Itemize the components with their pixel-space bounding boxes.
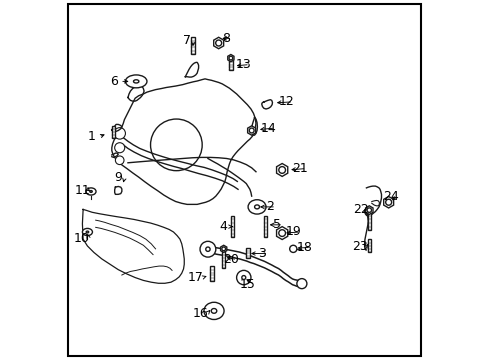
Text: 24: 24 [382,190,398,203]
Circle shape [249,128,254,133]
Bar [190,37,195,54]
Text: 10: 10 [74,231,90,244]
Text: 21: 21 [292,162,307,175]
Text: 5: 5 [272,218,280,231]
Circle shape [366,208,371,212]
Bar [367,212,370,230]
Text: 18: 18 [296,241,312,254]
Text: 11: 11 [74,184,90,197]
Ellipse shape [90,190,92,192]
Text: 6: 6 [109,75,117,88]
Bar [264,216,267,237]
Circle shape [222,247,225,251]
Text: 20: 20 [223,253,238,266]
Circle shape [278,230,285,237]
Ellipse shape [86,188,96,195]
Text: 1: 1 [88,130,96,144]
Circle shape [278,167,285,173]
Circle shape [289,245,296,252]
Circle shape [228,56,232,60]
Polygon shape [383,197,393,208]
Ellipse shape [241,275,245,279]
Polygon shape [220,245,226,252]
Ellipse shape [254,205,259,209]
Text: 2: 2 [265,201,273,213]
Text: 15: 15 [240,278,256,291]
Ellipse shape [133,80,139,83]
Ellipse shape [247,200,265,214]
Ellipse shape [236,270,250,285]
Circle shape [296,279,306,289]
Ellipse shape [82,228,92,235]
Text: 8: 8 [222,32,229,45]
Bar [210,266,213,281]
Circle shape [150,119,202,171]
Ellipse shape [203,302,224,319]
Text: 7: 7 [183,33,191,47]
Text: 16: 16 [192,307,208,320]
Bar [246,248,249,258]
Polygon shape [213,37,223,49]
Ellipse shape [211,309,216,313]
Text: 3: 3 [257,247,265,260]
Text: 12: 12 [278,95,294,108]
Circle shape [385,199,391,205]
Circle shape [115,143,124,153]
Ellipse shape [86,231,88,233]
Ellipse shape [200,241,215,257]
Circle shape [115,156,124,165]
Polygon shape [227,54,233,62]
Bar [367,239,371,252]
Bar [222,251,225,268]
Polygon shape [247,126,255,135]
Bar [229,59,233,69]
Polygon shape [276,226,287,239]
Circle shape [215,40,221,46]
Text: 23: 23 [351,240,367,253]
Ellipse shape [125,75,147,88]
Polygon shape [276,163,287,176]
Ellipse shape [205,247,210,251]
Text: 17: 17 [188,271,203,284]
Text: 14: 14 [261,122,276,135]
Polygon shape [365,206,372,215]
Text: 19: 19 [285,225,301,238]
Bar [230,216,234,237]
Text: 4: 4 [219,220,226,233]
Bar [112,126,115,138]
Text: 9: 9 [114,171,122,184]
Text: 13: 13 [235,58,251,71]
Circle shape [114,128,125,139]
Text: 22: 22 [352,203,368,216]
